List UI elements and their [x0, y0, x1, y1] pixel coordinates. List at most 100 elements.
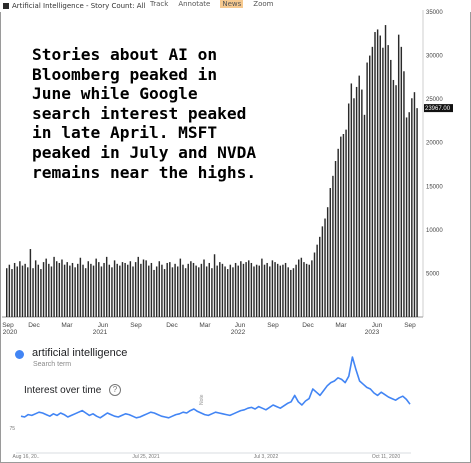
bar [232, 267, 234, 317]
bar [174, 263, 176, 317]
bar [134, 262, 137, 317]
bar [100, 266, 103, 317]
bar [261, 258, 263, 317]
legend-swatch-icon [3, 3, 9, 9]
trends-note-label: Note [199, 394, 205, 405]
bar [48, 263, 50, 317]
bar [387, 45, 389, 318]
bar [71, 262, 74, 317]
bar [240, 261, 242, 317]
bar [53, 256, 55, 317]
question-circle-icon[interactable]: ? [109, 384, 121, 396]
bar [29, 249, 32, 317]
bar [395, 85, 397, 317]
bar [258, 265, 260, 317]
bar [169, 262, 171, 317]
bar [321, 226, 324, 317]
bar [103, 262, 105, 317]
bar [369, 55, 371, 317]
bar [87, 261, 89, 317]
bar [237, 265, 239, 317]
last-value-badge [424, 104, 453, 113]
bar [403, 71, 405, 317]
bar [282, 264, 284, 317]
bar [34, 260, 37, 317]
trends-search-term: artificial intelligence [32, 347, 128, 359]
bar [300, 257, 303, 317]
series-dot-icon [15, 350, 24, 359]
bar [171, 267, 174, 317]
bar [416, 108, 418, 317]
bar [371, 46, 374, 318]
bar [6, 268, 8, 317]
bar [290, 269, 292, 317]
y-tick-label: 30000 [426, 54, 443, 60]
bar [308, 264, 310, 317]
bar [90, 263, 92, 317]
bar [248, 260, 250, 317]
toolbar-track-button[interactable]: Track [150, 0, 169, 8]
toolbar-annotate-button[interactable]: Annotate [178, 0, 211, 8]
bar [297, 259, 300, 317]
x-tick-label: Jun [98, 322, 109, 329]
toolbar-zoom-button[interactable]: Zoom [253, 0, 274, 8]
chart-header: Artificial Intelligence - Story Count: A… [0, 0, 471, 12]
story-count-bar-chart: 5000 10000 15000 20000 25000 30000 35000 23967.… [2, 10, 453, 335]
y-tick-label: 10000 [426, 228, 443, 234]
y-tick-label: 25000 [426, 97, 443, 103]
bar [192, 262, 195, 317]
bar [37, 264, 40, 317]
bar [127, 264, 129, 317]
bar [132, 266, 134, 317]
bar [42, 262, 45, 317]
trends-x-tick-label: Aug 16, 20.. [13, 454, 40, 460]
bar [179, 258, 182, 317]
bar [279, 265, 282, 317]
bar [376, 29, 379, 318]
bar [208, 262, 210, 317]
bar [61, 259, 63, 317]
bar [69, 265, 71, 317]
bar [287, 267, 289, 317]
bar [176, 266, 179, 317]
bar [276, 263, 279, 317]
bar [311, 260, 313, 317]
x-tick-label: Mar [199, 322, 211, 329]
toolbar-news-button[interactable]: News [220, 0, 244, 8]
bar [158, 261, 161, 317]
bar [55, 261, 58, 317]
bar [21, 265, 24, 317]
bar [269, 266, 271, 317]
bar [16, 266, 18, 317]
bar [355, 86, 358, 317]
bar [340, 136, 342, 317]
bar [274, 262, 276, 317]
bar [121, 262, 124, 317]
bar [224, 266, 226, 317]
bar [313, 252, 316, 317]
google-trends-panel: artificial intelligence Search term Inte… [1, 337, 469, 460]
trends-series-line [20, 356, 411, 419]
x-tick-label: Dec [166, 322, 178, 329]
bar [334, 161, 337, 317]
bar [358, 75, 360, 317]
bar [397, 34, 400, 317]
bar [92, 265, 95, 317]
bar [111, 267, 113, 317]
x-tick-label: Sep [404, 322, 416, 329]
bar [329, 188, 332, 317]
bar [40, 269, 42, 317]
bar [187, 263, 189, 317]
bar [150, 262, 153, 317]
bar [166, 262, 168, 317]
trends-x-tick-label: Jul 25, 2021 [132, 454, 159, 460]
bar [366, 62, 368, 317]
bar [284, 262, 287, 317]
bar [242, 263, 245, 317]
bar [163, 269, 166, 317]
bar [105, 256, 108, 317]
bar [219, 262, 221, 317]
bar [13, 262, 16, 317]
bar [124, 262, 126, 317]
